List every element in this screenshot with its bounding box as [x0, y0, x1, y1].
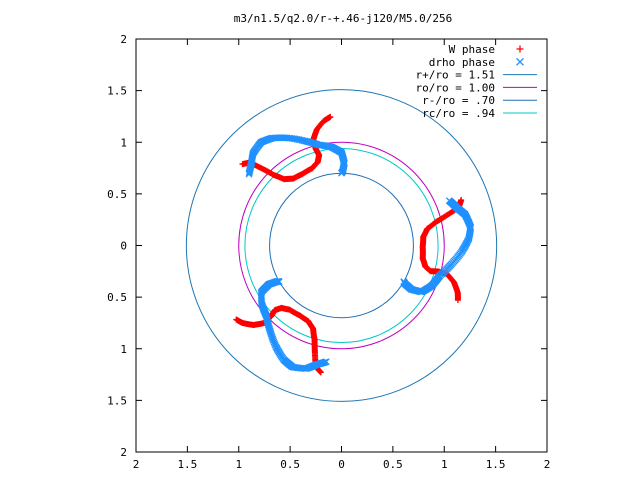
- legend-marker: [516, 45, 524, 53]
- x-tick-label: 0.5: [280, 458, 300, 471]
- x-tick-label: 1: [441, 458, 448, 471]
- drho-phase-lobe-2: [257, 278, 330, 373]
- y-tick-label: 2: [120, 33, 127, 46]
- x-tick-label: 2: [544, 458, 551, 471]
- legend-label: W phase: [449, 43, 495, 56]
- drho-phase-lobe-1: [245, 134, 348, 178]
- phase-points: [233, 113, 475, 376]
- axis-ticks: 2 1.5 1 0.5 0 0.5 1 1.5 221.510.500.511.52: [107, 33, 550, 471]
- y-tick-label: 0.5: [107, 291, 127, 304]
- y-tick-label: 0: [120, 240, 127, 253]
- legend-label: r-/ro = .70: [422, 94, 495, 107]
- reference-circles: [185, 89, 498, 402]
- x-tick-label: 0.5: [383, 458, 403, 471]
- x-tick-label: 1.5: [177, 458, 197, 471]
- y-tick-label: 1.5: [107, 394, 127, 407]
- legend-marker: [516, 57, 524, 66]
- legend-label: drho phase: [429, 56, 495, 69]
- y-tick-label: 1.5: [107, 85, 127, 98]
- circle-ro-series: [238, 141, 445, 350]
- y-tick-label: 0.5: [107, 188, 127, 201]
- y-tick-label: 1: [120, 343, 127, 356]
- y-tick-label: 2: [120, 446, 127, 459]
- x-tick-label: 2: [133, 458, 140, 471]
- chart-title: m3/n1.5/q2.0/r-+.46-j120/M5.0/256: [234, 12, 453, 25]
- x-tick-label: 0: [338, 458, 345, 471]
- legend-label: ro/ro = 1.00: [416, 81, 495, 94]
- legend-label: r+/ro = 1.51: [416, 69, 495, 82]
- x-tick-label: 1: [235, 458, 242, 471]
- y-tick-label: 1: [120, 136, 127, 149]
- drho-phase-lobe-3: [400, 197, 475, 296]
- x-tick-label: 1.5: [486, 458, 506, 471]
- legend-label: rc/ro = .94: [422, 107, 495, 120]
- circle-r-series: [269, 172, 414, 319]
- circle-r-series: [185, 89, 498, 402]
